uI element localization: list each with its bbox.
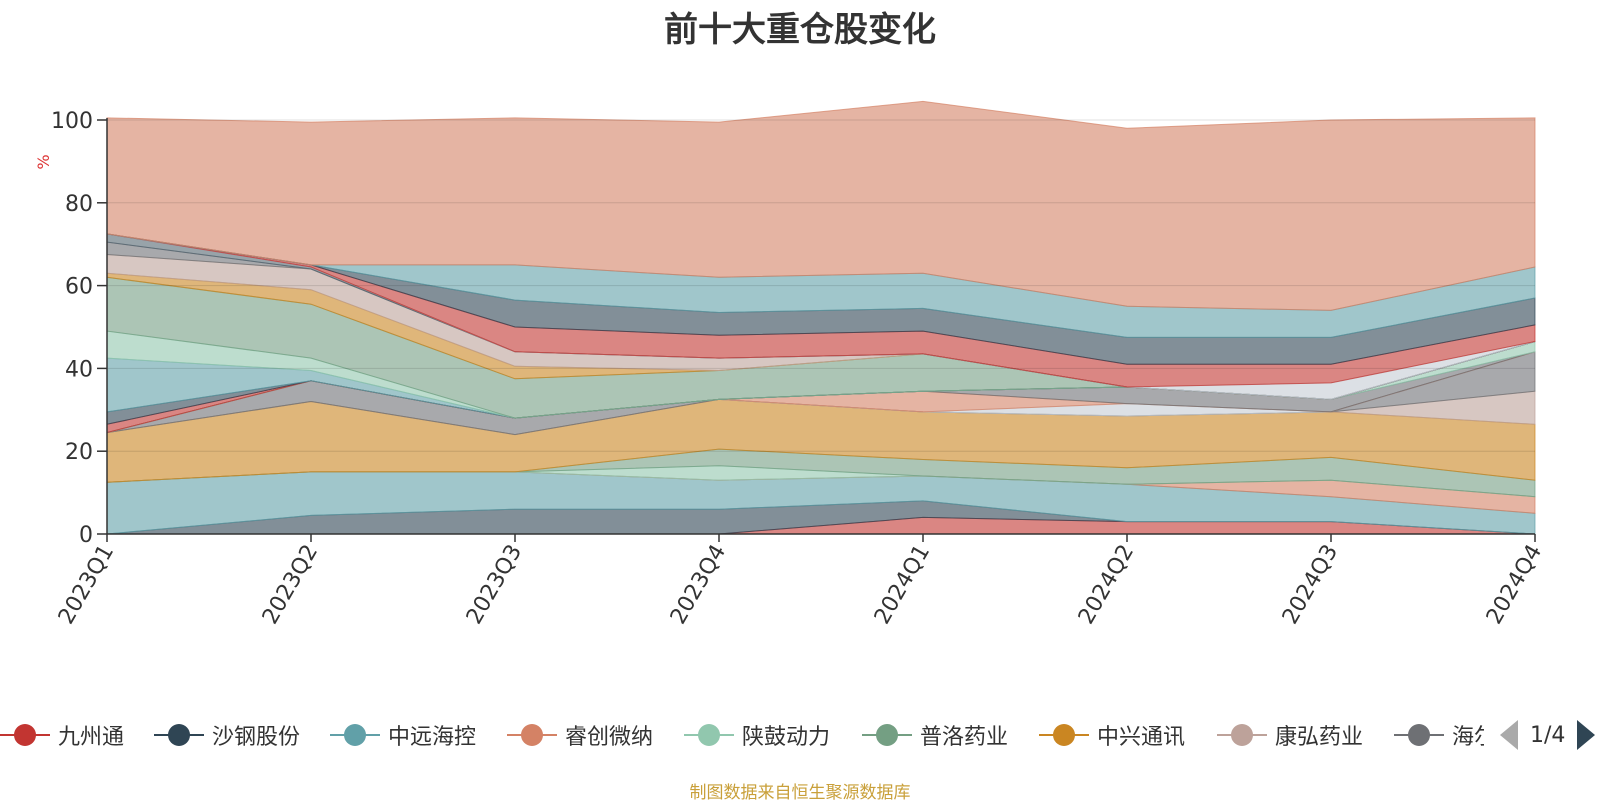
y-axis-label: % xyxy=(34,154,53,169)
legend-marker-icon xyxy=(862,723,912,747)
grid-lines xyxy=(107,119,1535,452)
legend-label: 海尔智家 xyxy=(1452,725,1484,750)
legend-item-7[interactable]: 康弘药业 xyxy=(1217,715,1363,755)
legend-item-8[interactable]: 海尔智家 xyxy=(1394,715,1484,755)
legend-marker-icon xyxy=(1217,723,1267,747)
y-tick-label-1: 20 xyxy=(65,440,93,465)
legend-marker-icon xyxy=(684,723,734,747)
x-tick-label-2: 2023Q3 xyxy=(462,541,527,629)
legend-page-indicator: 1/4 xyxy=(1530,722,1566,748)
legend-label: 普洛药业 xyxy=(920,725,1009,750)
legend-label: 康弘药业 xyxy=(1275,725,1364,750)
area-series-group xyxy=(106,100,1536,535)
area-series-27[interactable] xyxy=(106,100,1536,311)
legend-marker-icon xyxy=(0,723,50,747)
legend-marker-icon xyxy=(154,723,204,747)
legend-item-3[interactable]: 睿创微纳 xyxy=(507,715,653,755)
x-tick-label-1: 2023Q2 xyxy=(258,541,323,629)
legend-pager: 1/4 xyxy=(1500,718,1596,752)
legend-item-5[interactable]: 普洛药业 xyxy=(862,715,1008,755)
stacked-area-chart: 0 20 40 60 80 100% 2023Q1 2023Q2 2023Q3 2023Q4 202… xyxy=(34,100,1547,629)
legend-label: 沙钢股份 xyxy=(212,725,301,750)
x-tick-label-4: 2024Q1 xyxy=(870,541,935,629)
legend-label: 睿创微纳 xyxy=(565,725,654,750)
legend-label: 中远海控 xyxy=(388,725,477,750)
legend-marker-icon xyxy=(1394,723,1444,747)
legend-label: 中兴通讯 xyxy=(1097,725,1186,750)
y-tick-label-5: 100 xyxy=(51,109,93,134)
legend-label: 九州通 xyxy=(58,725,125,750)
legend-marker-icon xyxy=(507,723,557,747)
legend-marker-icon xyxy=(1039,723,1089,747)
legend-item-1[interactable]: 沙钢股份 xyxy=(154,715,300,755)
legend-item-0[interactable]: 九州通 xyxy=(0,715,124,755)
x-tick-label-5: 2024Q2 xyxy=(1074,541,1139,629)
legend-label: 陕鼓动力 xyxy=(742,725,831,750)
legend-prev-icon[interactable] xyxy=(1500,720,1518,750)
data-source-note: 制图数据来自恒生聚源数据库 xyxy=(689,783,911,803)
x-tick-label-6: 2024Q3 xyxy=(1278,541,1343,629)
legend: 九州通 沙钢股份 中远海控 睿创微纳 陕鼓动力 普洛药业 中兴通讯 康弘药业 海尔智家 xyxy=(0,715,1484,755)
chart-title: 前十大重仓股变化 xyxy=(664,10,936,50)
y-tick-label-0: 0 xyxy=(79,523,93,548)
x-tick-label-3: 2023Q4 xyxy=(666,541,731,629)
legend-item-6[interactable]: 中兴通讯 xyxy=(1039,715,1185,755)
y-tick-label-2: 40 xyxy=(65,357,93,382)
legend-next-icon[interactable] xyxy=(1577,720,1596,750)
y-tick-label-4: 80 xyxy=(65,192,93,217)
x-tick-label-7: 2024Q4 xyxy=(1482,541,1547,629)
legend-marker-icon xyxy=(330,723,380,747)
y-tick-label-3: 60 xyxy=(65,275,93,300)
x-tick-label-0: 2023Q1 xyxy=(54,541,119,629)
legend-item-4[interactable]: 陕鼓动力 xyxy=(684,715,830,755)
legend-item-2[interactable]: 中远海控 xyxy=(330,715,476,755)
